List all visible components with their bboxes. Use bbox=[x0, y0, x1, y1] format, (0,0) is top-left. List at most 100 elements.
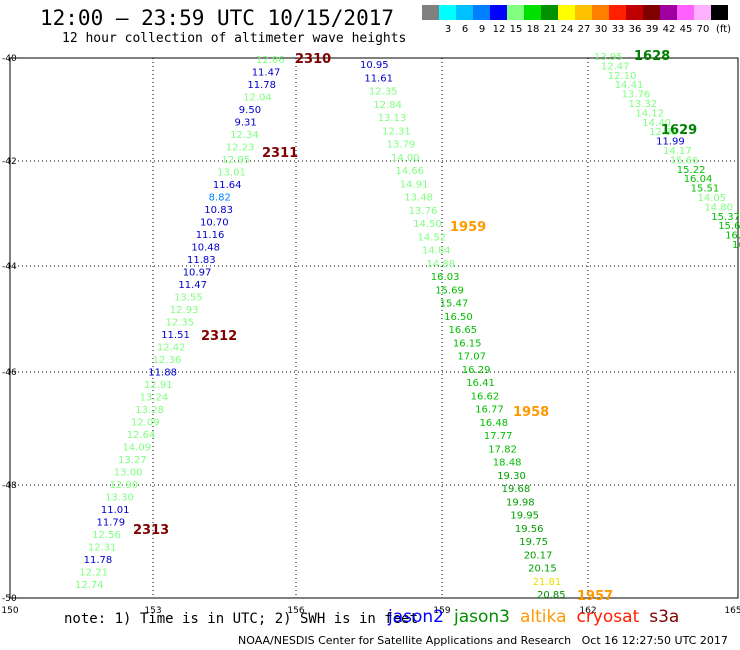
legend-label: 24 bbox=[560, 24, 574, 35]
swh-value-track-a: 11.64 bbox=[213, 180, 242, 191]
swh-value-track-b: 20.15 bbox=[528, 564, 557, 575]
swh-value-track-b: 16.48 bbox=[480, 418, 509, 429]
swh-value-track-b: 12.31 bbox=[382, 126, 411, 137]
swh-value-track-a: 12.95 bbox=[222, 155, 251, 166]
swh-value-track-b: 17.07 bbox=[457, 352, 486, 363]
swh-value-track-a: 11.47 bbox=[252, 68, 281, 79]
swh-value-track-b: 17.82 bbox=[488, 444, 517, 455]
legend-label: 21 bbox=[543, 24, 557, 35]
swh-value-track-a: 12.35 bbox=[166, 318, 195, 329]
swh-value-track-c: 16 bbox=[732, 240, 740, 251]
legend-swatch bbox=[626, 5, 643, 20]
swh-value-track-c: 12.47 bbox=[601, 61, 630, 72]
swh-value-track-a: 8.82 bbox=[209, 193, 231, 204]
swh-value-track-c: 12.10 bbox=[608, 71, 637, 82]
swh-value-track-c: 16.04 bbox=[684, 174, 713, 185]
pass-time-label: 1629 bbox=[661, 123, 697, 138]
legend-swatch bbox=[456, 5, 473, 20]
swh-value-track-b: 18.48 bbox=[493, 458, 522, 469]
lon-tick-label: 150 bbox=[1, 606, 18, 616]
swh-value-track-a: 9.50 bbox=[239, 105, 261, 116]
swh-value-track-a: 12.09 bbox=[131, 418, 160, 429]
swh-value-track-b: 12.84 bbox=[373, 100, 402, 111]
swh-value-track-b: 14.66 bbox=[395, 166, 424, 177]
swh-value-track-b: 15.47 bbox=[440, 299, 469, 310]
pass-time-label: 1628 bbox=[634, 49, 670, 64]
legend-label: 36 bbox=[628, 24, 642, 35]
swh-value-track-b: 16.41 bbox=[466, 378, 495, 389]
swh-value-track-c: 13.76 bbox=[622, 90, 651, 101]
swh-value-track-c: 14.40 bbox=[642, 118, 671, 129]
swh-value-track-b: 16.29 bbox=[462, 365, 491, 376]
swh-value-track-b: 16.50 bbox=[444, 312, 473, 323]
legend-swatch bbox=[490, 5, 507, 20]
lat-tick-label: -48 bbox=[2, 481, 17, 491]
swh-value-track-b: 13.48 bbox=[404, 193, 433, 204]
legend-swatch bbox=[609, 5, 626, 20]
lat-tick-label: -42 bbox=[2, 157, 17, 167]
legend-label: 15 bbox=[509, 24, 523, 35]
swh-value-track-a: 11.51 bbox=[161, 330, 190, 341]
legend-swatch bbox=[643, 5, 660, 20]
legend-swatch bbox=[541, 5, 558, 20]
swh-value-track-b: 17.77 bbox=[484, 431, 513, 442]
swh-value-track-b: 13.76 bbox=[409, 206, 438, 217]
swh-value-track-a: 10.97 bbox=[183, 268, 212, 279]
legend-label: 9 bbox=[478, 24, 486, 35]
legend-swatch bbox=[422, 5, 439, 20]
swh-value-track-b: 16.62 bbox=[471, 391, 500, 402]
map-subtitle: 12 hour collection of altimeter wave hei… bbox=[62, 31, 407, 46]
units-note: note: 1) Time is in UTC; 2) SWH is in fe… bbox=[64, 611, 419, 627]
legend-swatch bbox=[439, 5, 456, 20]
swh-value-track-a: 13.00 bbox=[114, 468, 143, 479]
pass-time-label: 1958 bbox=[513, 405, 549, 420]
swh-value-track-a: 11.16 bbox=[196, 230, 225, 241]
swh-value-track-a: 12.34 bbox=[230, 130, 259, 141]
swh-value-track-b: 16.65 bbox=[449, 325, 478, 336]
swh-value-track-c: 15.22 bbox=[677, 165, 706, 176]
swh-value-track-b: 13.13 bbox=[378, 113, 407, 124]
swh-value-track-c: 15.6 bbox=[718, 221, 740, 232]
swh-value-track-b: 14.84 bbox=[422, 246, 451, 257]
swh-value-track-b: 14.88 bbox=[426, 259, 455, 270]
swh-value-track-b: 14.91 bbox=[400, 179, 429, 190]
swh-value-track-b: 14.50 bbox=[413, 219, 442, 230]
lon-tick-label: 162 bbox=[579, 606, 596, 616]
swh-value-track-a: 12.42 bbox=[157, 343, 186, 354]
swh-value-track-a: 11.78 bbox=[247, 80, 276, 91]
swh-value-track-c: 14.80 bbox=[704, 202, 733, 213]
legend-label: 6 bbox=[461, 24, 469, 35]
swh-value-track-a: 12.91 bbox=[144, 380, 173, 391]
swh-value-track-b: 14.00 bbox=[391, 153, 420, 164]
swh-value-track-a: 11.78 bbox=[84, 555, 113, 566]
legend-label: 42 bbox=[662, 24, 676, 35]
swh-value-track-a: 12.36 bbox=[153, 355, 182, 366]
legend-swatch bbox=[711, 5, 728, 20]
swh-value-track-a: 10.48 bbox=[191, 243, 220, 254]
satellite-altika: altika bbox=[520, 607, 567, 627]
legend-swatch bbox=[694, 5, 711, 20]
legend-label: 70 bbox=[696, 24, 710, 35]
swh-value-track-b: 21.81 bbox=[533, 577, 562, 588]
swh-value-track-b: 20.85 bbox=[537, 590, 566, 601]
satellite-s3a: s3a bbox=[649, 607, 680, 627]
swh-value-track-a: 14.09 bbox=[122, 443, 151, 454]
satellite-cryosat: cryosat bbox=[576, 607, 640, 627]
lon-tick-label: 159 bbox=[433, 606, 450, 616]
satellite-jason2: jason2 bbox=[388, 607, 444, 627]
swh-value-track-a: 12.86 bbox=[256, 55, 285, 66]
swh-value-track-a: 11.88 bbox=[148, 368, 177, 379]
swh-value-track-a: 11.47 bbox=[178, 280, 207, 291]
swh-value-track-b: 19.95 bbox=[510, 511, 539, 522]
swh-value-track-b: 16.77 bbox=[475, 405, 504, 416]
swh-value-track-b: 16.15 bbox=[453, 338, 482, 349]
legend-label: 30 bbox=[594, 24, 608, 35]
legend-label: 3 bbox=[444, 24, 452, 35]
swh-value-track-a: 12.23 bbox=[226, 143, 255, 154]
pass-time-label: 2310 bbox=[295, 52, 331, 67]
swh-value-track-a: 13.30 bbox=[105, 493, 134, 504]
legend-label: 33 bbox=[611, 24, 625, 35]
legend-unit: (ft) bbox=[716, 24, 732, 35]
swh-value-track-b: 10.95 bbox=[360, 60, 389, 71]
